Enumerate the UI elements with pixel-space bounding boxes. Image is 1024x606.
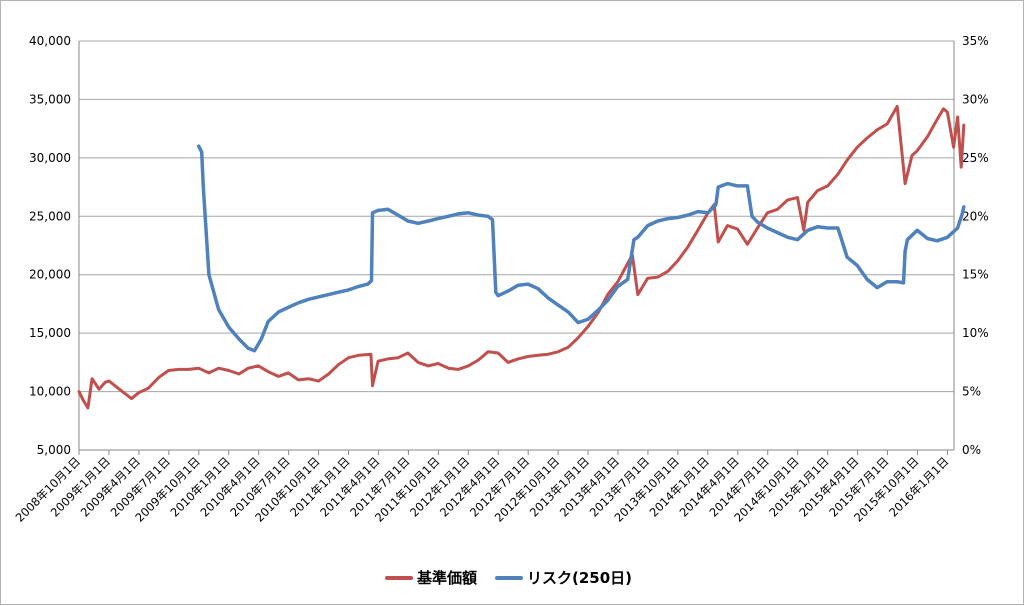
right-tick-label: 10% (962, 326, 989, 340)
left-tick-label: 5,000 (37, 443, 71, 457)
gridlines (78, 40, 955, 451)
left-tick-label: 15,000 (29, 326, 71, 340)
left-tick-label: 40,000 (29, 34, 71, 48)
right-tick-label: 0% (962, 443, 981, 457)
left-tick-label: 20,000 (29, 268, 71, 282)
right-tick-label: 15% (962, 268, 989, 282)
right-axis-ticks: 0% 5% 10% 15% 20% 25% 30% 35% (962, 34, 989, 457)
legend-label: 基準価額 (416, 569, 477, 587)
right-tick-label: 30% (962, 92, 989, 106)
series-lines (77, 104, 966, 410)
legend-label: リスク(250日) (527, 569, 632, 587)
left-tick-label: 30,000 (29, 151, 71, 165)
left-tick-label: 10,000 (29, 385, 71, 399)
series-line (196, 144, 966, 353)
right-tick-label: 25% (962, 151, 989, 165)
series-line (77, 104, 966, 410)
left-tick-label: 25,000 (29, 209, 71, 223)
right-tick-label: 5% (962, 385, 981, 399)
x-axis-ticks: 2008年10月1日2009年1月1日2009年4月1日2009年7月1日200… (13, 450, 952, 525)
left-tick-label: 35,000 (29, 92, 71, 106)
right-tick-label: 20% (962, 209, 989, 223)
right-tick-label: 35% (962, 34, 989, 48)
legend: 基準価額 リスク(250日) (385, 569, 632, 587)
left-axis-ticks: 5,000 10,000 15,000 20,000 25,000 30,000 35,00… (29, 34, 71, 457)
